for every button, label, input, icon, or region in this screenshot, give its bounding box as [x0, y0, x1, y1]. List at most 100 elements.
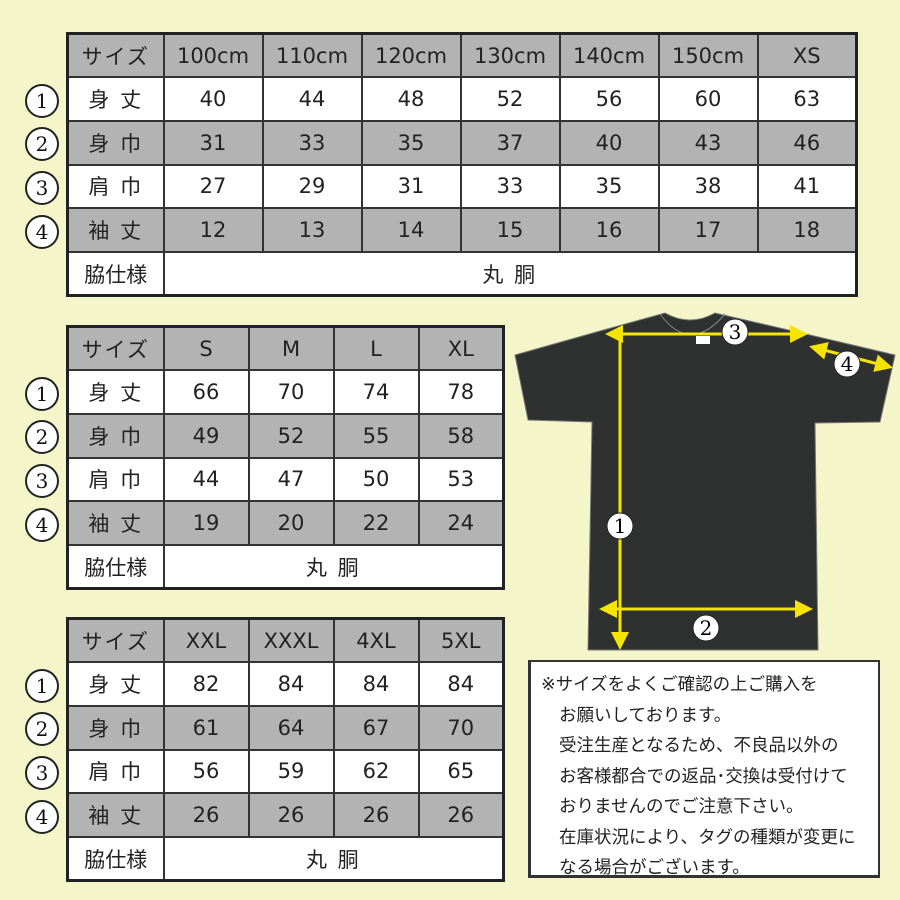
- size-header: 5XL: [417, 617, 505, 664]
- measure-value: 20: [247, 500, 335, 546]
- measure-label: 身 丈: [66, 76, 165, 122]
- measure-value: 26: [417, 792, 505, 838]
- measure-label: 袖 丈: [66, 792, 165, 838]
- measure-value: 13: [261, 207, 363, 253]
- measure-label: 身 丈: [66, 369, 165, 415]
- measure-value: 24: [417, 500, 505, 546]
- size-header-label: サイズ: [66, 617, 165, 664]
- row-marker: 1: [25, 83, 59, 118]
- side-spec-row: 脇仕様丸 胴: [66, 835, 505, 882]
- row-marker: 1: [25, 668, 59, 703]
- marker-3: 3: [729, 320, 742, 344]
- header-row: サイズ XXL XXXL 4XL 5XL: [66, 617, 505, 664]
- measure-value: 26: [162, 792, 250, 838]
- side-spec-row: 脇仕様丸 胴: [66, 543, 505, 590]
- measure-value: 70: [247, 369, 335, 415]
- measure-value: 41: [756, 163, 858, 210]
- row-marker: 1: [25, 376, 59, 411]
- size-header: 120cm: [360, 32, 462, 79]
- measure-label: 肩 巾: [66, 163, 165, 210]
- table-row: 袖 丈 19 20 22 24: [66, 500, 505, 546]
- measure-label: 身 巾: [66, 412, 165, 459]
- table-row: 肩 巾 27 29 31 33 35 38 41: [66, 163, 858, 210]
- side-spec-label: 脇仕様: [66, 835, 165, 882]
- measure-value: 12: [162, 207, 264, 253]
- size-header: XS: [756, 32, 858, 79]
- measure-value: 22: [332, 500, 420, 546]
- measure-value: 17: [657, 207, 759, 253]
- measure-value: 84: [247, 661, 335, 707]
- side-spec-value: 丸 胴: [162, 543, 505, 590]
- notice-line: 在庫状況により、タグの種類が変更に: [559, 827, 856, 848]
- measure-value: 55: [332, 412, 420, 459]
- measure-value: 53: [417, 456, 505, 503]
- size-table-1: サイズ 100cm 110cm 120cm 130cm 140cm 150cm XS 身 丈 40…: [66, 32, 858, 298]
- measure-value: 27: [162, 163, 264, 210]
- measure-value: 56: [558, 76, 660, 122]
- measure-value: 40: [558, 119, 660, 166]
- table-row: 身 巾 61 64 67 70: [66, 704, 505, 751]
- measure-value: 31: [360, 163, 462, 210]
- table-row: 身 丈 82 84 84 84: [66, 661, 505, 707]
- row-marker: 2: [25, 712, 59, 747]
- measure-value: 33: [261, 119, 363, 166]
- measure-value: 59: [247, 748, 335, 795]
- size-header: 140cm: [558, 32, 660, 79]
- measure-value: 38: [657, 163, 759, 210]
- row-marker: 3: [25, 170, 59, 205]
- measure-value: 84: [417, 661, 505, 707]
- size-header: XL: [417, 325, 505, 372]
- header-row: サイズ 100cm 110cm 120cm 130cm 140cm 150cm XS: [66, 32, 858, 79]
- measure-value: 65: [417, 748, 505, 795]
- measure-label: 肩 巾: [66, 456, 165, 503]
- measure-value: 29: [261, 163, 363, 210]
- measure-value: 15: [459, 207, 561, 253]
- header-row: サイズ S M L XL: [66, 325, 505, 372]
- measure-value: 26: [332, 792, 420, 838]
- side-spec-value: 丸 胴: [162, 835, 505, 882]
- measure-value: 62: [332, 748, 420, 795]
- measure-label: 袖 丈: [66, 500, 165, 546]
- size-header: 110cm: [261, 32, 363, 79]
- notice-line: ※サイズをよくご確認の上ご購入を: [541, 675, 818, 695]
- size-header: S: [162, 325, 250, 372]
- measure-value: 44: [261, 76, 363, 122]
- measure-value: 52: [459, 76, 561, 122]
- measure-value: 14: [360, 207, 462, 253]
- row-marker: 3: [25, 755, 59, 790]
- table-row: 身 巾 49 52 55 58: [66, 412, 505, 459]
- table-row: 身 丈 40 44 48 52 56 60 63: [66, 76, 858, 122]
- tshirt-shape: [514, 312, 896, 651]
- table-row: 肩 巾 56 59 62 65: [66, 748, 505, 795]
- size-header-label: サイズ: [66, 325, 165, 372]
- measure-value: 66: [162, 369, 250, 415]
- measure-value: 70: [417, 704, 505, 751]
- measure-label: 袖 丈: [66, 207, 165, 253]
- notice-line: お客様都合での返品･交換は受付けて: [559, 766, 848, 787]
- measure-value: 26: [247, 792, 335, 838]
- measure-label: 身 巾: [66, 704, 165, 751]
- row-marker: 2: [25, 127, 59, 162]
- measure-value: 48: [360, 76, 462, 122]
- measure-value: 43: [657, 119, 759, 166]
- notice-box: ※サイズをよくご確認の上ご購入を お願いしております。 受注生産となるため、不良…: [528, 660, 880, 878]
- row-marker: 3: [25, 463, 59, 498]
- notice-line: おりませんのでご注意下さい。: [559, 797, 804, 817]
- tshirt-diagram: 1 2 3 4: [514, 312, 896, 651]
- side-spec-row: 脇仕様丸 胴: [66, 250, 858, 297]
- table-row: 袖 丈 26 26 26 26: [66, 792, 505, 838]
- measure-value: 84: [332, 661, 420, 707]
- size-header: XXL: [162, 617, 250, 664]
- measure-label: 身 丈: [66, 661, 165, 707]
- measure-value: 52: [247, 412, 335, 459]
- measure-value: 50: [332, 456, 420, 503]
- marker-4: 4: [841, 352, 854, 376]
- marker-1: 1: [614, 514, 627, 538]
- measure-value: 63: [756, 76, 858, 122]
- measure-value: 58: [417, 412, 505, 459]
- measure-label: 身 巾: [66, 119, 165, 166]
- measure-value: 64: [247, 704, 335, 751]
- row-marker: 4: [25, 214, 59, 249]
- size-table-2: サイズ S M L XL 身 丈 66 70 74 78 身 巾 49 52 55 58 肩 巾 44 47 50 5…: [66, 325, 505, 591]
- measure-value: 67: [332, 704, 420, 751]
